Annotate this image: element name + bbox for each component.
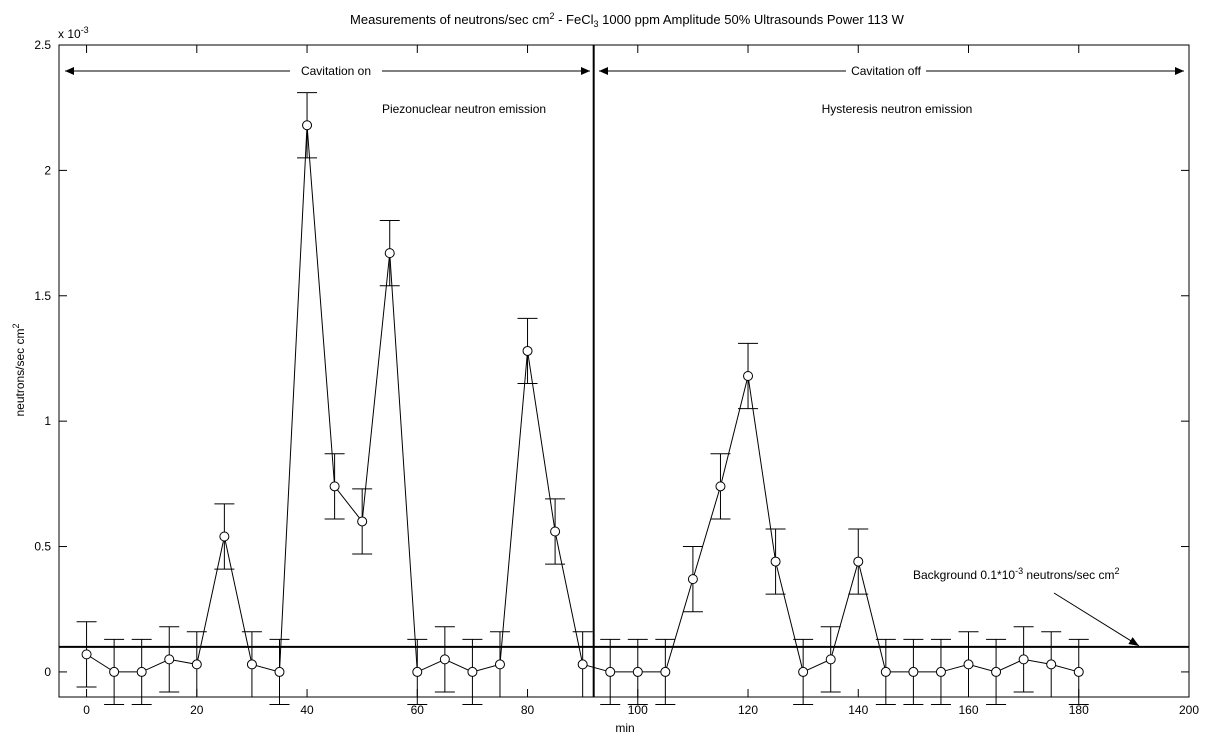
reference-lines: [59, 45, 1189, 697]
x-tick-label: 100: [628, 703, 648, 717]
chart-title-rest: 1000 ppm Amplitude 50% Ultrasounds Power…: [599, 12, 905, 27]
x-tick-label: 20: [190, 703, 204, 717]
data-point: [825, 654, 836, 665]
data-point: [715, 481, 726, 492]
series-line: [86, 125, 1079, 673]
y-tick-label: 0.5: [34, 540, 51, 554]
piezonuclear-label: Piezonuclear neutron emission: [382, 102, 546, 116]
cavitation-off-label: Cavitation off: [851, 64, 921, 78]
y-tick-label: 1.5: [34, 289, 51, 303]
background-pointer-head: [1128, 637, 1139, 646]
background-label-suffix: neutrons/sec cm: [1023, 568, 1114, 582]
data-point: [136, 666, 147, 677]
background-label-prefix: Background 0.1*10: [913, 568, 1015, 582]
data-point: [191, 659, 202, 670]
data-point: [577, 659, 588, 670]
y-tick-label: 0: [44, 665, 51, 679]
data-point: [439, 654, 450, 665]
data-point: [302, 120, 313, 131]
background-label: Background 0.1*10-3 neutrons/sec cm2: [913, 566, 1119, 582]
data-point: [274, 666, 285, 677]
data-point: [770, 556, 781, 567]
data-point: [164, 654, 175, 665]
y-exponent-base: x 10: [58, 27, 81, 41]
data-point: [219, 531, 230, 542]
data-point: [935, 666, 946, 677]
data-point: [357, 516, 368, 527]
background-pointer-line: [1053, 592, 1140, 647]
data-point: [246, 659, 257, 670]
data-point: [550, 526, 561, 537]
y-tick-label: 2.5: [34, 38, 51, 52]
cavitation-off-arrow-left-head: [599, 67, 608, 75]
data-point: [853, 556, 864, 567]
chart-title: Measurements of neutrons/sec cm2 - FeCl3…: [350, 11, 905, 29]
cavitation-on-arrow-right-head: [581, 67, 590, 75]
y-tick-label: 2: [44, 163, 51, 177]
x-tick-label: 60: [411, 703, 425, 717]
data-point: [412, 666, 423, 677]
annotations: Cavitation on Cavitation off Piezonuclea…: [301, 64, 1120, 582]
data-point: [743, 371, 754, 382]
data-point: [880, 666, 891, 677]
y-axis-label-main: neutrons/sec cm: [13, 328, 27, 416]
background-label-exp: -3: [1015, 566, 1023, 576]
data-point: [605, 666, 616, 677]
y-axis-label-sup: 2: [11, 323, 21, 328]
y-axis-label: neutrons/sec cm2: [11, 323, 27, 416]
chart-title-main: Measurements of neutrons/sec cm: [350, 12, 549, 27]
data-point: [1046, 659, 1057, 670]
x-tick-label: 120: [738, 703, 758, 717]
chart-title-sub: 3: [593, 19, 598, 29]
data-point: [329, 481, 340, 492]
y-tick-label: 1: [44, 414, 51, 428]
cavitation-off-arrow-right-head: [1175, 67, 1184, 75]
x-tick-label: 140: [848, 703, 868, 717]
background-label-sup: 2: [1114, 566, 1119, 576]
x-tick-label: 200: [1179, 703, 1199, 717]
x-tick-label: 180: [1069, 703, 1089, 717]
data-point: [660, 666, 671, 677]
data-point: [687, 574, 698, 585]
cavitation-on-label: Cavitation on: [301, 64, 371, 78]
data-point: [908, 666, 919, 677]
plot-frame: [58, 44, 1190, 698]
data-point: [991, 666, 1002, 677]
data-point: [384, 248, 395, 259]
data-point: [467, 666, 478, 677]
axis-ticks: 0 20 40 60 80 100 120 140 160 180 200 0 0.5 1 1.5 2 2.5: [34, 38, 1199, 717]
data-point: [1073, 666, 1084, 677]
data-point: [632, 666, 643, 677]
hysteresis-label: Hysteresis neutron emission: [822, 102, 973, 116]
data-point: [109, 666, 120, 677]
data-point: [1018, 654, 1029, 665]
data-point: [798, 666, 809, 677]
data-point: [963, 659, 974, 670]
cavitation-on-arrow-left-head: [65, 67, 74, 75]
x-axis-label: min: [615, 721, 634, 735]
data-point: [522, 345, 533, 356]
chart-title-mid: - FeCl: [554, 12, 593, 27]
y-exponent-power: -3: [81, 25, 89, 35]
chart-title-sup: 2: [549, 11, 554, 21]
x-tick-label: 40: [300, 703, 314, 717]
x-tick-label: 0: [83, 703, 90, 717]
error-bars: [76, 92, 1089, 706]
data-series: [81, 120, 1084, 677]
data-point: [494, 659, 505, 670]
x-tick-label: 80: [521, 703, 535, 717]
data-point: [81, 649, 92, 660]
x-tick-label: 160: [958, 703, 978, 717]
y-exponent-label: x 10-3: [58, 25, 89, 41]
